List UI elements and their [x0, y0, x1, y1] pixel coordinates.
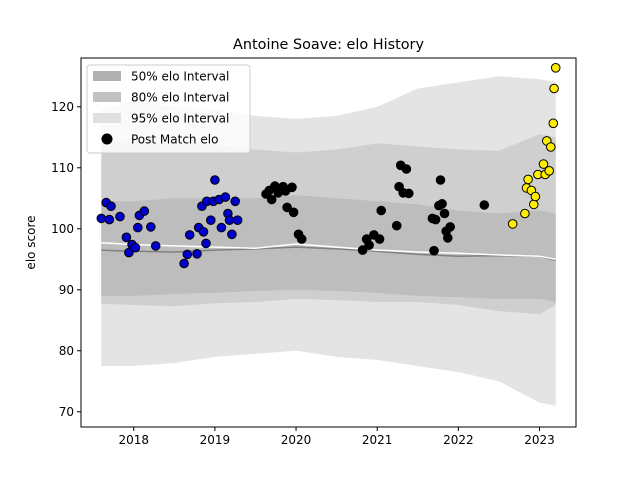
legend-label-post-match: Post Match elo	[131, 133, 218, 147]
data-point	[538, 159, 549, 169]
x-tick-label: 2021	[362, 433, 393, 447]
data-point	[287, 182, 297, 193]
data-point	[550, 63, 561, 73]
post-match-points	[96, 63, 561, 269]
data-point	[150, 241, 161, 251]
legend-marker-post-match	[101, 133, 113, 145]
legend-swatch-80	[93, 92, 121, 102]
data-point	[182, 249, 193, 260]
plot-frame	[80, 57, 577, 428]
x-tick-label: 2019	[200, 433, 231, 447]
data-point	[133, 222, 143, 233]
data-point	[530, 191, 541, 202]
trend-lines	[101, 242, 556, 262]
data-point	[224, 215, 235, 225]
y-axis-ticks: 70 80 90 100 110 120	[51, 100, 81, 419]
data-point	[401, 164, 412, 174]
data-point	[391, 220, 402, 231]
x-tick-label: 2022	[443, 433, 474, 447]
chart-title: Antoine Soave: elo History	[233, 37, 424, 53]
data-point	[437, 199, 447, 209]
data-point	[288, 207, 299, 218]
data-point	[404, 188, 414, 199]
data-point	[374, 234, 385, 244]
y-tick-label: 110	[51, 161, 74, 175]
legend-swatch-50	[93, 71, 121, 81]
data-point	[104, 214, 115, 225]
y-tick-label: 100	[51, 222, 74, 236]
data-point	[121, 232, 132, 243]
data-point	[520, 208, 530, 219]
data-point	[198, 227, 209, 237]
y-axis-label: elo score	[24, 215, 38, 269]
data-point	[445, 222, 456, 232]
data-point	[130, 242, 141, 253]
legend-box	[86, 64, 251, 154]
data-point	[201, 238, 211, 249]
estimate-line	[101, 242, 556, 261]
legend: 50% elo Interval 80% elo Interval 95% el…	[86, 64, 251, 154]
data-point	[216, 222, 227, 233]
y-tick-label: 90	[59, 283, 74, 297]
data-point	[529, 199, 539, 210]
data-point	[192, 249, 202, 259]
data-point	[443, 233, 453, 243]
legend-swatch-95	[93, 113, 121, 123]
data-point	[227, 229, 237, 240]
legend-label-95: 95% elo Interval	[131, 112, 229, 126]
legend-label-50: 50% elo Interval	[131, 70, 229, 84]
y-tick-label: 120	[51, 100, 74, 114]
legend-label-80: 80% elo Interval	[131, 91, 229, 105]
data-point	[548, 118, 559, 129]
data-point	[439, 208, 450, 219]
data-point	[206, 215, 216, 225]
data-point	[96, 213, 107, 224]
data-point	[106, 201, 116, 211]
data-point	[376, 205, 387, 216]
data-point	[523, 174, 533, 185]
data-point	[146, 222, 156, 232]
data-point	[435, 175, 446, 185]
data-point	[429, 245, 439, 256]
x-axis-ticks: 2018 2019 2020 2021 2022 2023	[118, 427, 555, 447]
data-point	[430, 214, 441, 225]
data-point	[549, 83, 559, 94]
x-tick-label: 2023	[524, 433, 555, 447]
data-point	[232, 215, 243, 225]
data-point	[364, 240, 374, 250]
data-point	[296, 234, 307, 244]
y-tick-label: 70	[59, 405, 74, 419]
data-point	[357, 245, 368, 255]
data-point	[220, 192, 231, 202]
data-point	[507, 219, 518, 229]
data-point	[282, 202, 292, 213]
data-point	[139, 206, 150, 216]
y-tick-label: 80	[59, 344, 74, 358]
data-point	[179, 258, 189, 269]
x-tick-label: 2018	[118, 433, 149, 447]
data-point	[184, 230, 195, 240]
x-tick-label: 2020	[281, 433, 312, 447]
data-point	[546, 142, 556, 152]
data-point	[230, 196, 240, 207]
data-point	[266, 194, 277, 205]
data-point	[479, 200, 490, 210]
data-point	[124, 247, 134, 258]
data-point	[544, 166, 555, 176]
data-point	[210, 175, 220, 185]
data-point	[115, 211, 125, 222]
